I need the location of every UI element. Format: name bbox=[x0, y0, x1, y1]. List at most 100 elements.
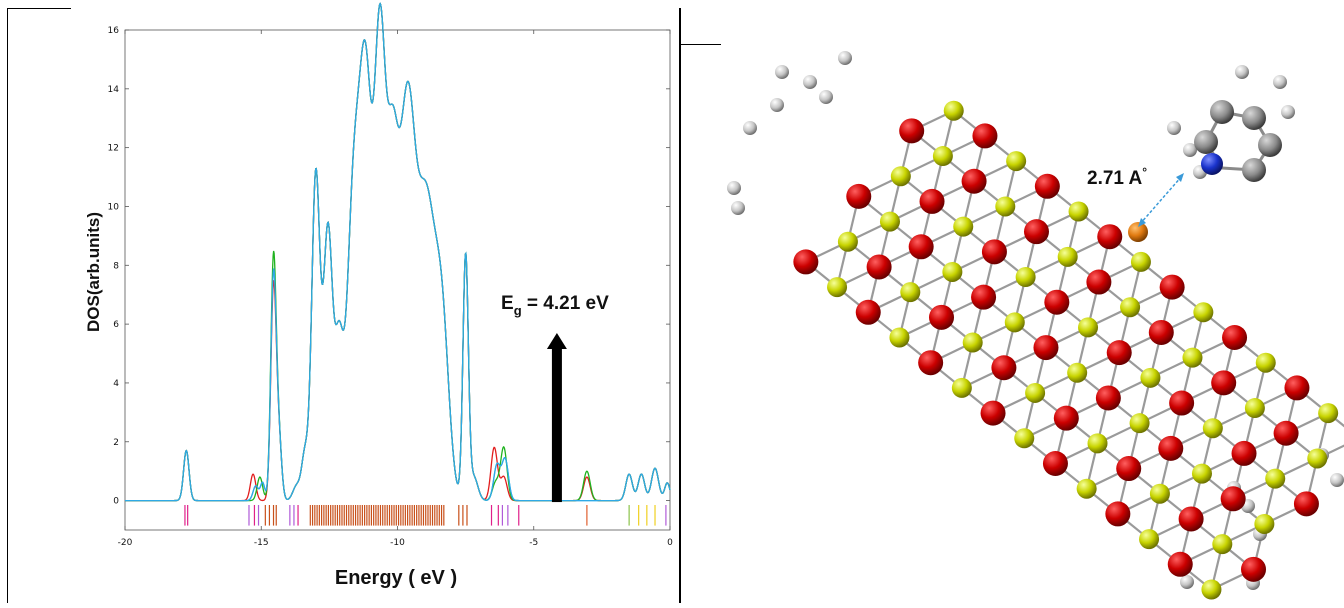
frame-top-left bbox=[7, 8, 71, 9]
oxygen-atom bbox=[1158, 435, 1184, 461]
oxygen-atom bbox=[961, 168, 987, 194]
y-axis-label: DOS(arb.units) bbox=[84, 212, 103, 332]
oxygen-atom bbox=[929, 304, 955, 330]
zinc-atom bbox=[932, 146, 953, 167]
oxygen-atom bbox=[919, 188, 945, 214]
y-tick-label: 14 bbox=[108, 85, 120, 95]
zinc-atom bbox=[827, 277, 848, 298]
zinc-atom bbox=[942, 261, 963, 282]
band-gap-label: Eg = 4.21 eV bbox=[501, 293, 609, 318]
zinc-atom bbox=[1067, 362, 1088, 383]
oxygen-atom bbox=[1178, 506, 1204, 532]
frame-left-vertical bbox=[7, 8, 8, 603]
x-tick-label: -10 bbox=[390, 538, 405, 548]
carbon-atom bbox=[1242, 158, 1266, 182]
hydrogen-atom bbox=[1273, 75, 1287, 89]
y-tick-label: 0 bbox=[113, 497, 119, 507]
plot-frame bbox=[124, 29, 671, 531]
zinc-atom bbox=[889, 327, 910, 348]
zinc-atom bbox=[879, 211, 900, 232]
zinc-atom bbox=[1068, 201, 1089, 222]
oxygen-atom bbox=[899, 118, 925, 144]
y-tick-label: 2 bbox=[113, 438, 119, 448]
frame-top-middle bbox=[681, 44, 721, 45]
x-tick-label: 0 bbox=[667, 538, 673, 548]
y-tick-label: 8 bbox=[113, 261, 119, 271]
hydrogen-atom bbox=[819, 90, 833, 104]
zinc-atom bbox=[1057, 246, 1078, 267]
zinc-atom bbox=[1318, 403, 1339, 424]
distance-label: 2.71 A° bbox=[1087, 165, 1147, 189]
zinc-atom bbox=[1201, 579, 1222, 600]
hydrogen-atom bbox=[1180, 575, 1194, 589]
hydrogen-atom bbox=[743, 121, 757, 135]
oxygen-atom bbox=[918, 350, 944, 376]
zinc-atom bbox=[951, 377, 972, 398]
zinc-atom bbox=[1255, 352, 1276, 373]
y-tick-label: 4 bbox=[113, 379, 119, 389]
dos-chart-panel: DOS(arb.units) Energy ( eV ) 0 2 4 6 8 10 12 14… bbox=[84, 2, 673, 589]
oxygen-atom bbox=[980, 400, 1006, 426]
oxygen-atom bbox=[1023, 219, 1049, 245]
oxygen-atom bbox=[971, 284, 997, 310]
hydrogen-atom bbox=[1330, 473, 1344, 487]
band-gap-arrowhead bbox=[546, 332, 567, 349]
zinc-atom bbox=[1078, 317, 1099, 338]
hydrogen-atom bbox=[770, 98, 784, 112]
dos-series-1 bbox=[125, 2, 671, 502]
y-tick-label: 6 bbox=[113, 320, 119, 330]
x-tick-label: -20 bbox=[118, 538, 133, 548]
band-gap-arrow-shaft bbox=[551, 346, 562, 503]
hydrogen-atom bbox=[731, 201, 745, 215]
oxygen-atom bbox=[1220, 486, 1246, 512]
zinc-atom bbox=[1202, 418, 1223, 439]
zinc-atom bbox=[1076, 478, 1097, 499]
hydrogen-atom bbox=[838, 51, 852, 65]
zinc-atom bbox=[1254, 513, 1275, 534]
hydrogen-atom bbox=[803, 75, 817, 89]
zinc-atom bbox=[1014, 428, 1035, 449]
zinc-atom bbox=[1193, 302, 1214, 323]
oxygen-atom bbox=[846, 183, 872, 209]
oxygen-atom bbox=[1167, 551, 1193, 577]
oxygen-atom bbox=[1095, 385, 1121, 411]
dos-series-2 bbox=[125, 2, 671, 502]
hydrogen-atom bbox=[775, 65, 789, 79]
nitrogen-atom bbox=[1201, 153, 1223, 175]
x-axis-label: Energy ( eV ) bbox=[335, 567, 457, 589]
oxygen-atom bbox=[1169, 390, 1195, 416]
molecular-structure: 2.71 A° bbox=[727, 51, 1344, 600]
zinc-atom bbox=[1015, 267, 1036, 288]
x-tick-label: -5 bbox=[529, 538, 538, 548]
zinc-atom bbox=[890, 166, 911, 187]
dos-chart: DOS(arb.units) Energy ( eV ) 0 2 4 6 8 10 12 14… bbox=[84, 2, 673, 589]
dopant-atom bbox=[1128, 222, 1148, 242]
oxygen-atom bbox=[1106, 340, 1132, 366]
distance-arrowhead-bottom bbox=[1138, 218, 1146, 227]
carbon-atom bbox=[1194, 130, 1218, 154]
dos-series-3 bbox=[125, 2, 671, 502]
zinc-atom bbox=[1244, 398, 1265, 419]
oxygen-atom bbox=[908, 234, 934, 260]
zinc-atom bbox=[1140, 367, 1161, 388]
hydrogen-atom bbox=[1235, 65, 1249, 79]
molecule-panel: 2.71 A° bbox=[682, 0, 1344, 603]
carbon-atom bbox=[1210, 100, 1234, 124]
oxygen-atom bbox=[1231, 440, 1257, 466]
zinc-atom bbox=[953, 216, 974, 237]
distance-arrowhead-top bbox=[1176, 173, 1184, 182]
zinc-atom bbox=[1139, 529, 1160, 550]
zinc-atom bbox=[837, 231, 858, 252]
oxygen-atom bbox=[1284, 375, 1310, 401]
y-tick-label: 16 bbox=[108, 26, 120, 36]
oxygen-atom bbox=[1086, 269, 1112, 295]
oxygen-atom bbox=[981, 239, 1007, 265]
oxygen-atom bbox=[1241, 556, 1267, 582]
y-tick-label: 10 bbox=[108, 202, 120, 212]
zinc-atom bbox=[900, 282, 921, 303]
oxygen-atom bbox=[972, 123, 998, 149]
zinc-atom bbox=[1025, 382, 1046, 403]
zinc-atom bbox=[1006, 151, 1027, 172]
zinc-atom bbox=[1265, 468, 1286, 489]
frame-middle-vertical bbox=[679, 8, 681, 603]
